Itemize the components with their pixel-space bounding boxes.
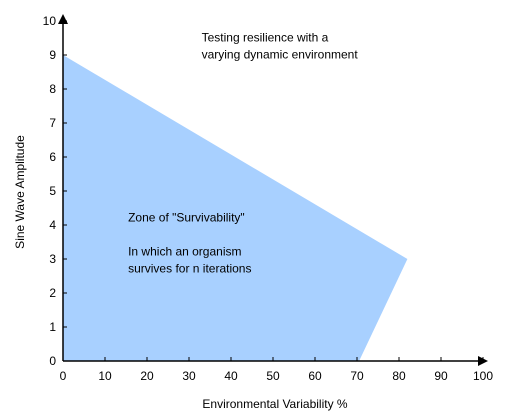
x-tick-label: 40 [224,369,238,383]
y-tick-label: 6 [49,150,56,164]
y-axis-title: Sine Wave Amplitude [13,135,27,249]
annotation-text: In which an organism [128,245,241,259]
x-tick-label: 100 [473,369,493,383]
y-tick-label: 8 [49,82,56,96]
x-tick-label: 70 [350,369,364,383]
y-tick-label: 3 [49,252,56,266]
y-tick-label: 0 [49,354,56,368]
x-tick-label: 90 [434,369,448,383]
survivability-region [63,55,408,361]
x-tick-label: 50 [266,369,280,383]
x-tick-label: 10 [98,369,112,383]
y-tick-label: 2 [49,286,56,300]
y-ticks: 0 1 2 3 4 5 6 7 8 9 10 [43,14,67,368]
x-tick-label: 30 [182,369,196,383]
y-tick-label: 1 [49,320,56,334]
y-tick-label: 9 [49,48,56,62]
x-tick-label: 0 [60,369,67,383]
annotation-text: survives for n iterations [128,262,251,276]
x-axis-title: Environmental Variability % [202,397,348,411]
annotation-text: varying dynamic environment [202,47,359,61]
y-tick-label: 10 [43,14,57,28]
x-tick-label: 80 [392,369,406,383]
x-ticks: 0 10 20 30 40 50 60 70 80 90 100 [60,357,493,383]
y-tick-label: 5 [49,184,56,198]
annotation-text: Testing resilience with a [202,30,329,44]
y-tick-label: 7 [49,116,56,130]
survivability-region-layer [63,55,408,361]
x-tick-label: 20 [140,369,154,383]
x-tick-label: 60 [308,369,322,383]
y-tick-label: 4 [49,218,56,232]
y-axis-arrow-icon [58,14,68,24]
annotation-text: Zone of "Survivability" [128,211,245,225]
annotations: Testing resilience with a varying dynamic… [128,30,358,275]
